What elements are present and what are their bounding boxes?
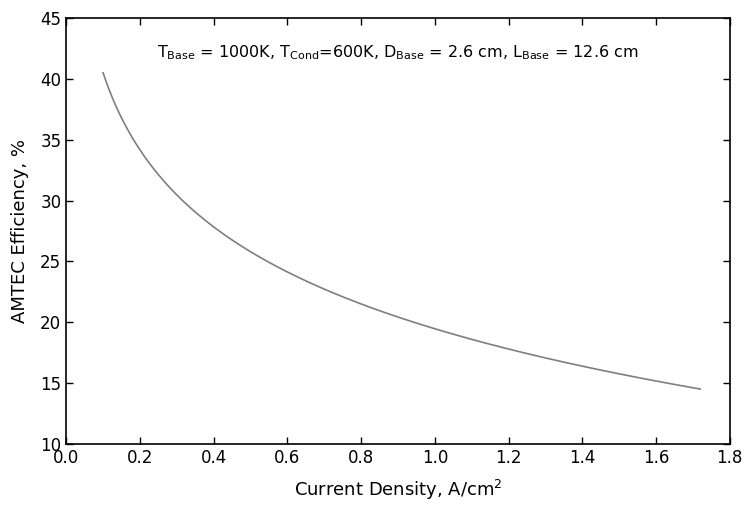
- X-axis label: Current Density, A/cm$^{2}$: Current Density, A/cm$^{2}$: [293, 478, 502, 502]
- Text: T$_{\mathrm{Base}}$ = 1000K, T$_{\mathrm{Cond}}$=600K, D$_{\mathrm{Base}}$ = 2.6: T$_{\mathrm{Base}}$ = 1000K, T$_{\mathrm…: [157, 43, 639, 62]
- Y-axis label: AMTEC Efficiency, %: AMTEC Efficiency, %: [11, 139, 29, 323]
